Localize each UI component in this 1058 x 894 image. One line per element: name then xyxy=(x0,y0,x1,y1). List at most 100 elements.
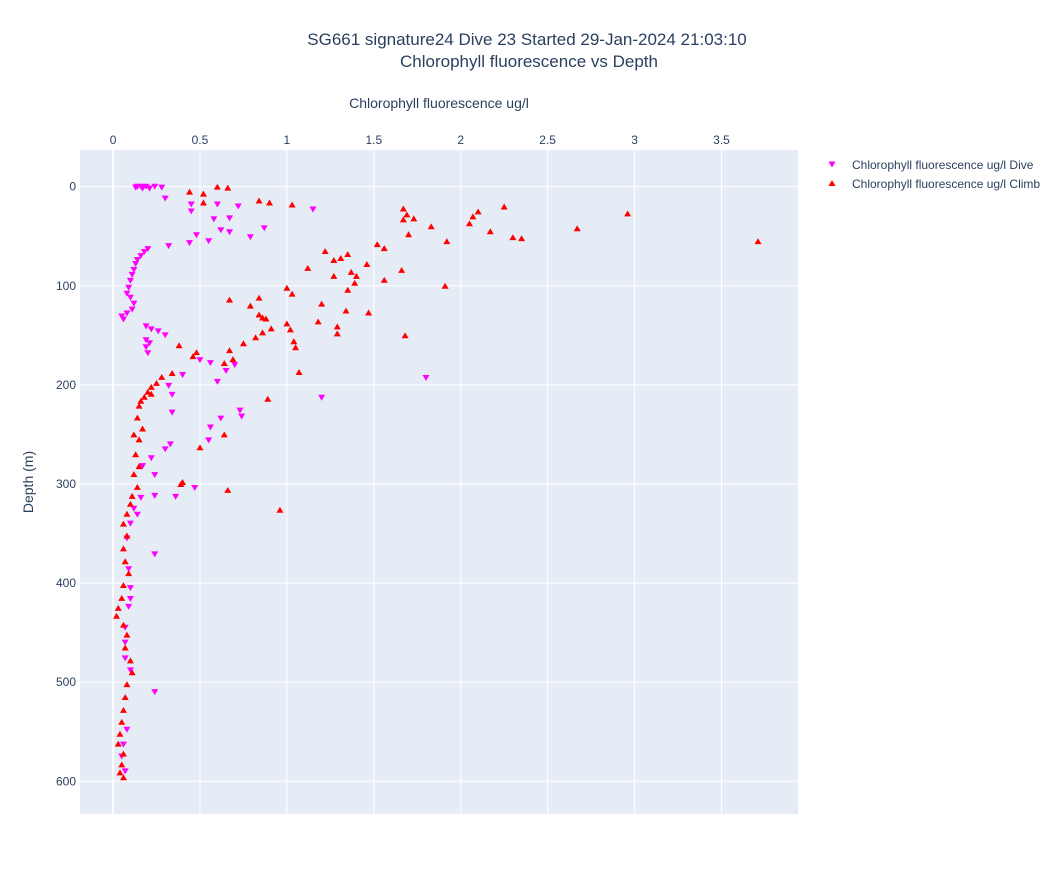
climb-point[interactable] xyxy=(119,582,127,589)
climb-point[interactable] xyxy=(401,332,409,339)
dive-point[interactable] xyxy=(422,374,430,381)
dive-point[interactable] xyxy=(318,394,326,401)
climb-point[interactable] xyxy=(288,290,296,297)
dive-point[interactable] xyxy=(166,441,174,448)
dive-point[interactable] xyxy=(151,183,159,190)
dive-point[interactable] xyxy=(161,195,169,202)
dive-point[interactable] xyxy=(130,505,138,512)
dive-point[interactable] xyxy=(147,455,155,462)
climb-point[interactable] xyxy=(168,370,176,376)
climb-point[interactable] xyxy=(290,338,298,345)
dive-point[interactable] xyxy=(133,511,141,518)
climb-point[interactable] xyxy=(118,718,126,725)
climb-point[interactable] xyxy=(399,216,407,223)
climb-point[interactable] xyxy=(333,330,341,337)
climb-point[interactable] xyxy=(130,431,138,438)
climb-point[interactable] xyxy=(262,315,270,322)
dive-point[interactable] xyxy=(144,350,152,357)
climb-point[interactable] xyxy=(410,215,418,222)
dive-point[interactable] xyxy=(123,726,131,733)
dive-point[interactable] xyxy=(132,184,140,191)
dive-point[interactable] xyxy=(132,260,140,267)
climb-point[interactable] xyxy=(380,245,388,252)
dive-point[interactable] xyxy=(137,253,145,260)
climb-point[interactable] xyxy=(295,369,303,375)
dive-point[interactable] xyxy=(126,667,134,674)
climb-point[interactable] xyxy=(123,510,131,517)
dive-point[interactable] xyxy=(168,391,176,398)
climb-point[interactable] xyxy=(398,266,406,273)
dive-point[interactable] xyxy=(205,437,213,444)
climb-point[interactable] xyxy=(474,208,482,215)
climb-point[interactable] xyxy=(189,353,197,360)
dive-point[interactable] xyxy=(125,284,133,291)
climb-point[interactable] xyxy=(373,241,381,248)
climb-point[interactable] xyxy=(114,604,122,611)
climb-point[interactable] xyxy=(226,347,234,354)
dive-point[interactable] xyxy=(213,201,221,208)
dive-point[interactable] xyxy=(126,277,134,284)
climb-point[interactable] xyxy=(213,183,221,190)
climb-point[interactable] xyxy=(121,644,129,651)
climb-point[interactable] xyxy=(121,558,129,565)
dive-point[interactable] xyxy=(119,316,127,323)
climb-point[interactable] xyxy=(126,500,134,507)
dive-point[interactable] xyxy=(238,413,246,420)
climb-point[interactable] xyxy=(304,264,312,271)
climb-point[interactable] xyxy=(125,570,133,577)
climb-point[interactable] xyxy=(330,272,338,279)
climb-point[interactable] xyxy=(118,594,126,601)
climb-point[interactable] xyxy=(147,383,155,390)
climb-point[interactable] xyxy=(509,234,517,241)
climb-point[interactable] xyxy=(119,545,127,552)
climb-point[interactable] xyxy=(119,750,127,757)
dive-point[interactable] xyxy=(151,472,159,479)
climb-point[interactable] xyxy=(175,342,183,349)
climb-point[interactable] xyxy=(255,294,263,301)
climb-point[interactable] xyxy=(399,205,407,212)
climb-point[interactable] xyxy=(128,669,136,676)
climb-point[interactable] xyxy=(283,284,291,291)
climb-point[interactable] xyxy=(220,431,228,438)
dive-point[interactable] xyxy=(196,357,204,364)
dive-point[interactable] xyxy=(246,234,254,241)
dive-point[interactable] xyxy=(128,271,136,278)
climb-point[interactable] xyxy=(252,334,260,341)
dive-point[interactable] xyxy=(147,326,155,333)
dive-point[interactable] xyxy=(126,520,134,527)
climb-point[interactable] xyxy=(365,309,373,316)
climb-point[interactable] xyxy=(363,260,371,267)
dive-point[interactable] xyxy=(226,229,234,236)
dive-point[interactable] xyxy=(179,371,187,378)
climb-point[interactable] xyxy=(486,228,494,235)
dive-point[interactable] xyxy=(123,310,131,317)
dive-point[interactable] xyxy=(206,360,214,367)
climb-point[interactable] xyxy=(152,379,160,386)
dive-point[interactable] xyxy=(139,463,147,470)
dive-point[interactable] xyxy=(217,415,225,422)
dive-point[interactable] xyxy=(217,227,225,234)
climb-point[interactable] xyxy=(123,681,131,688)
climb-point[interactable] xyxy=(226,296,234,303)
climb-point[interactable] xyxy=(119,774,127,781)
dive-point[interactable] xyxy=(121,768,129,775)
climb-point[interactable] xyxy=(133,414,141,421)
dive-point[interactable] xyxy=(128,306,136,313)
climb-point[interactable] xyxy=(135,436,143,443)
climb-point[interactable] xyxy=(144,388,152,395)
dive-point[interactable] xyxy=(142,183,150,190)
dive-point[interactable] xyxy=(186,240,194,247)
dive-point[interactable] xyxy=(130,266,138,273)
climb-point[interactable] xyxy=(177,481,185,487)
dive-point[interactable] xyxy=(187,201,195,208)
climb-point[interactable] xyxy=(130,471,138,478)
climb-point[interactable] xyxy=(465,220,473,227)
climb-point[interactable] xyxy=(132,451,140,458)
climb-point[interactable] xyxy=(118,761,126,768)
dive-point[interactable] xyxy=(121,655,129,662)
climb-point[interactable] xyxy=(196,444,204,451)
climb-point[interactable] xyxy=(330,257,338,263)
climb-point[interactable] xyxy=(276,506,284,513)
climb-point[interactable] xyxy=(192,349,200,356)
climb-point[interactable] xyxy=(126,657,134,664)
